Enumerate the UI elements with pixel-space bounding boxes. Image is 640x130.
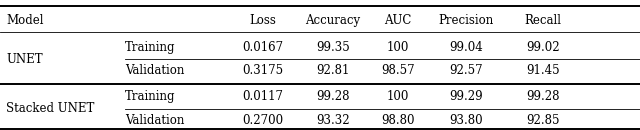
Text: Stacked UNET: Stacked UNET: [6, 102, 95, 115]
Text: 99.02: 99.02: [526, 41, 559, 54]
Text: 99.29: 99.29: [449, 90, 483, 103]
Text: 0.3175: 0.3175: [242, 64, 283, 77]
Text: Precision: Precision: [438, 14, 493, 27]
Text: Accuracy: Accuracy: [305, 14, 360, 27]
Text: 0.2700: 0.2700: [242, 114, 283, 127]
Text: 0.0117: 0.0117: [242, 90, 283, 103]
Text: 92.85: 92.85: [526, 114, 559, 127]
Text: 98.80: 98.80: [381, 114, 415, 127]
Text: 93.80: 93.80: [449, 114, 483, 127]
Text: UNET: UNET: [6, 53, 43, 66]
Text: 91.45: 91.45: [526, 64, 559, 77]
Text: 92.57: 92.57: [449, 64, 483, 77]
Text: Loss: Loss: [249, 14, 276, 27]
Text: Recall: Recall: [524, 14, 561, 27]
Text: 0.0167: 0.0167: [242, 41, 283, 54]
Text: 99.35: 99.35: [316, 41, 349, 54]
Text: AUC: AUC: [385, 14, 412, 27]
Text: 93.32: 93.32: [316, 114, 349, 127]
Text: Validation: Validation: [125, 114, 184, 127]
Text: 100: 100: [387, 41, 409, 54]
Text: Validation: Validation: [125, 64, 184, 77]
Text: 100: 100: [387, 90, 409, 103]
Text: Training: Training: [125, 90, 175, 103]
Text: 98.57: 98.57: [381, 64, 415, 77]
Text: Model: Model: [6, 14, 44, 27]
Text: 99.04: 99.04: [449, 41, 483, 54]
Text: Training: Training: [125, 41, 175, 54]
Text: 99.28: 99.28: [316, 90, 349, 103]
Text: 92.81: 92.81: [316, 64, 349, 77]
Text: 99.28: 99.28: [526, 90, 559, 103]
